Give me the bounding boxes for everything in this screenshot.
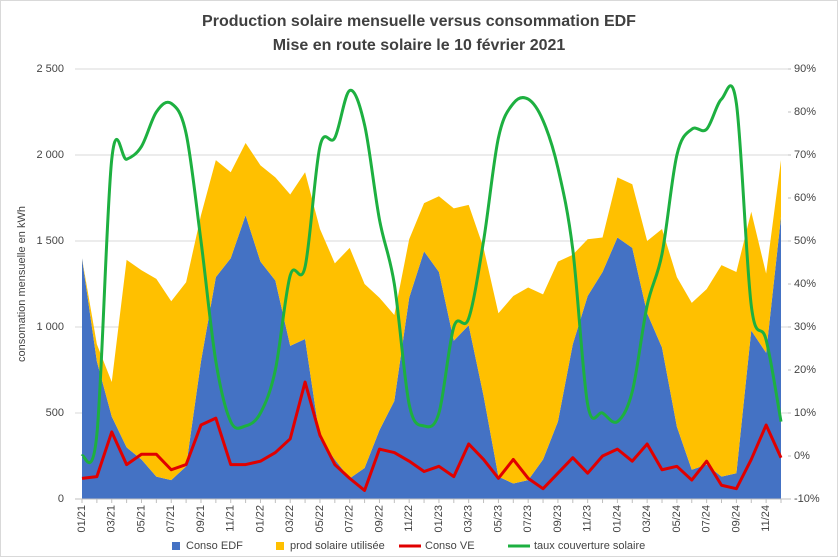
legend-label: prod solaire utilisée — [290, 540, 385, 552]
x-tick-label: 09/24 — [730, 505, 742, 533]
x-tick-label: 09/22 — [373, 505, 385, 533]
chart-title: Production solaire mensuelle versus cons… — [202, 13, 636, 30]
x-tick-label: 01/24 — [611, 505, 623, 533]
x-tick-label: 01/21 — [76, 505, 88, 533]
y-tick-label: 0 — [58, 493, 64, 505]
legend-swatch — [276, 542, 284, 550]
y2-tick-label: 90% — [794, 63, 816, 75]
x-tick-label: 09/21 — [195, 505, 207, 533]
x-tick-label: 03/22 — [284, 505, 296, 533]
x-tick-label: 11/22 — [403, 505, 415, 532]
y2-tick-label: 50% — [794, 235, 816, 247]
y-axis-label: consomation mensuelle en kWh — [16, 206, 28, 362]
x-tick-label: 11/21 — [225, 505, 237, 532]
y-tick-label: 500 — [46, 407, 64, 419]
x-tick-label: 01/23 — [433, 505, 445, 533]
x-tick-label: 03/23 — [463, 505, 475, 533]
y2-tick-label: 0% — [794, 450, 810, 462]
y2-tick-label: 60% — [794, 192, 816, 204]
legend-label: Conso VE — [425, 540, 475, 552]
y2-tick-label: 40% — [794, 278, 816, 290]
y-tick-label: 1 500 — [36, 235, 64, 247]
x-tick-label: 05/22 — [314, 505, 326, 533]
chart-subtitle: Mise en route solaire le 10 février 2021 — [273, 37, 566, 54]
legend-label: Conso EDF — [186, 540, 243, 552]
x-tick-label: 09/23 — [552, 505, 564, 533]
area-0 — [82, 215, 781, 499]
x-tick-label: 11/23 — [582, 505, 594, 532]
area-1 — [82, 142, 781, 484]
legend-swatch — [172, 542, 180, 550]
y-tick-label: 2 500 — [36, 63, 64, 75]
y2-tick-label: 70% — [794, 149, 816, 161]
x-tick-label: 07/23 — [522, 505, 534, 533]
x-tick-label: 05/21 — [135, 505, 147, 533]
x-tick-label: 07/21 — [165, 505, 177, 533]
x-tick-label: 11/24 — [760, 505, 772, 532]
x-tick-label: 03/24 — [641, 505, 653, 533]
x-tick-label: 07/24 — [701, 505, 713, 533]
y2-tick-label: 30% — [794, 321, 816, 333]
line-2 — [81, 380, 783, 492]
x-tick-label: 07/22 — [344, 505, 356, 533]
x-tick-label: 01/22 — [254, 505, 266, 533]
y2-tick-label: 20% — [794, 364, 816, 376]
legend-label: taux couverture solaire — [534, 540, 645, 552]
y2-tick-label: 10% — [794, 407, 816, 419]
line-3 — [80, 84, 783, 464]
y2-tick-label: 80% — [794, 106, 816, 118]
y-tick-label: 2 000 — [36, 149, 64, 161]
x-tick-label: 05/24 — [671, 505, 683, 533]
y-tick-label: 1 000 — [36, 321, 64, 333]
y2-tick-label: -10% — [794, 493, 820, 505]
x-tick-label: 05/23 — [492, 505, 504, 533]
x-tick-label: 03/21 — [106, 505, 118, 533]
